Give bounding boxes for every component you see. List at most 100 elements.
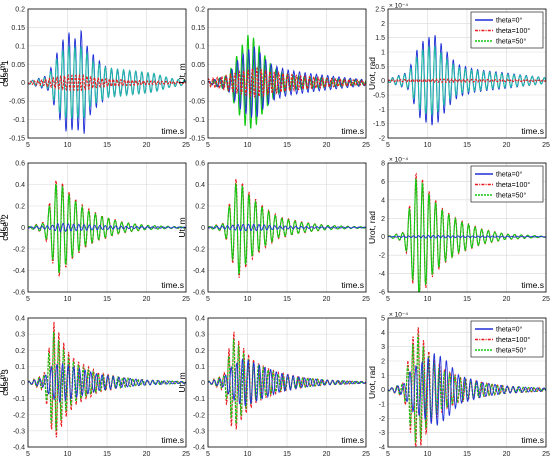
y-tick-label: 0.15 [11,25,25,32]
y-tick-label: -0.15 [189,136,205,143]
x-tick-label: 15 [103,451,111,458]
axes-frame [27,162,187,293]
x-tick-label: 15 [463,296,471,303]
series-line-theta50 [388,178,546,292]
series-line-theta0 [28,222,186,233]
y-tick-label: -2 [379,416,385,423]
x-tick-label: 15 [103,142,111,149]
x-tick-label: 5 [26,451,30,458]
y-tick-label: 0.5 [375,64,385,71]
y-tick-label: -0.4 [13,268,25,275]
y-tick-label: 4 [381,197,385,204]
y-axis-label: Urot, rad [367,211,377,244]
x-tick-label: 25 [542,451,550,458]
y-tick-label: 0 [21,80,25,87]
y-tick-label: 0 [381,387,385,394]
y-axis-label: Ut, m [177,217,187,237]
y-tick-label: 0.2 [195,7,205,14]
y-tick-label: 0.1 [195,364,205,371]
series-line-theta100 [28,73,186,92]
axes-frame [27,317,187,448]
y-tick-label: -0.1 [193,396,205,403]
y-tick-label: 0.15 [191,25,205,32]
x-tick-label: 5 [206,451,210,458]
series-line-theta100 [388,78,546,84]
y-tick-label: -4 [379,271,385,278]
x-tick-label: 25 [362,296,370,303]
x-axis-label: time.s [161,280,184,290]
x-tick-label: 20 [503,296,511,303]
y-tick-label: -0.1 [13,117,25,124]
y-tick-label: -1 [379,107,385,114]
y-tick-label: 0.3 [195,332,205,339]
x-tick-label: 10 [244,451,252,458]
y-tick-label: 0 [381,78,385,85]
y-tick-label: 0.2 [195,348,205,355]
series-line-theta50 [28,183,186,274]
legend-label: theta=100° [496,181,530,189]
legend-label: theta=50° [496,347,526,355]
axes-frame [207,317,367,448]
y-tick-label: -6 [379,290,385,297]
y-tick-label: -0.2 [193,247,205,254]
x-tick-label: 5 [206,142,210,149]
x-axis-label: time.s [521,280,544,290]
y-axis-label: Ur, m [0,372,7,392]
series-line-theta50 [388,334,546,443]
legend-label: theta=100° [496,27,530,35]
y-tick-label: 0.4 [15,316,25,323]
y-tick-label: 5 [381,316,385,323]
x-tick-label: 20 [143,451,151,458]
y-tick-label: 0.05 [11,62,25,69]
axes-frame [387,317,547,448]
y-tick-label: -0.3 [13,428,25,435]
y-tick-label: 2.5 [375,7,385,14]
x-tick-label: 10 [244,142,252,149]
x-tick-label: 5 [386,296,390,303]
y-tick-label: 0.4 [195,316,205,323]
subplot-2-1: 5 10 15 20 25 -0.6 -0.4 -0.2 0 0.2 0.4 0.6 time.s Ur,… [0,161,190,304]
y-tick-label: -0.1 [193,117,205,124]
y-tick-label: -0.4 [193,445,205,452]
y-tick-label: -2 [379,136,385,143]
legend-label: theta=50° [496,38,526,46]
y-axis-label: Ur, m [0,63,7,83]
y-tick-label: 0.2 [15,204,25,211]
x-tick-label: 20 [503,142,511,149]
series-line-overlay [388,46,546,117]
y-tick-label: 4 [381,330,385,337]
series-line-theta0 [388,353,546,426]
x-axis-label: time.s [521,126,544,136]
y-tick-label: 0 [381,234,385,241]
y-tick-label: 0 [201,380,205,387]
y-tick-label: -0.2 [13,412,25,419]
subplot-1-1: 5 10 15 20 25 -0.15 -0.1 -0.05 0 0.05 0.1 0.15 0.2 ti… [0,7,190,150]
y-tick-label: -0.4 [193,268,205,275]
x-tick-label: 10 [64,451,72,458]
x-tick-label: 20 [323,296,331,303]
x-tick-label: 25 [182,142,190,149]
y-tick-label: 1 [381,50,385,57]
y-tick-label: 2 [381,216,385,223]
x-axis-label: time.s [341,280,364,290]
y-tick-label: 0 [21,380,25,387]
x-tick-label: 20 [323,451,331,458]
x-tick-label: 5 [386,451,390,458]
x-tick-label: 10 [424,451,432,458]
x-axis-label: time.s [521,435,544,445]
y-tick-label: 0 [201,225,205,232]
y-tick-label: 2 [381,359,385,366]
legend-label: theta=50° [496,192,526,200]
x-tick-label: 15 [103,296,111,303]
y-axis-label: Ut, m [177,372,187,392]
series-line-theta0 [388,234,546,239]
y-tick-label: 0.05 [191,62,205,69]
x-tick-label: 25 [542,142,550,149]
y-tick-label: -0.15 [9,136,25,143]
y-tick-label: 0.1 [15,43,25,50]
subplot-2-3: 5 10 15 20 25 -6 -4 -2 0 2 4 6 8 time.s Urot, rad × 10⁻… [367,157,550,304]
subplot-1-2: 5 10 15 20 25-0.15-0.1-0.0500.050.10.150.2ti… [177,7,370,150]
legend: theta=0° theta=100° theta=50° [470,320,544,358]
x-tick-label: 25 [362,451,370,458]
axes-frame [207,8,367,139]
